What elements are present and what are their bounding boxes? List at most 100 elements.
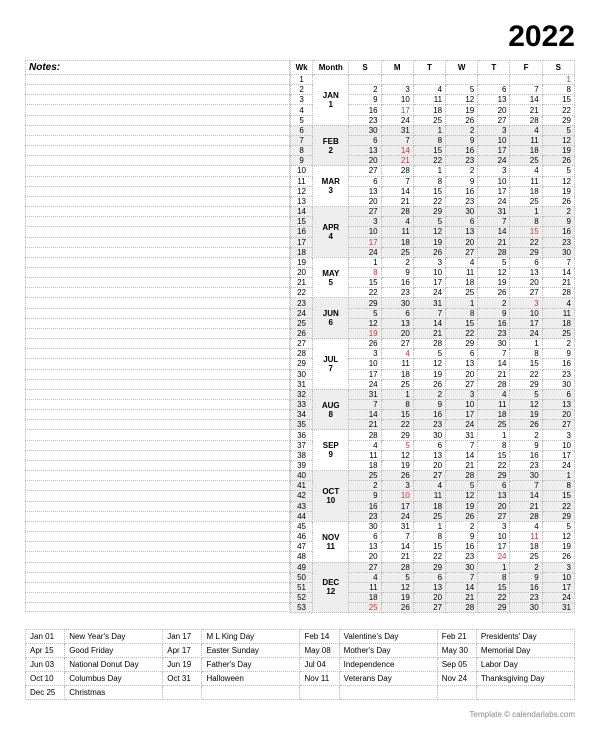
day-cell: 12 <box>381 450 413 460</box>
day-cell: 2 <box>413 389 445 399</box>
day-cell: 10 <box>478 176 510 186</box>
week-num: 39 <box>291 460 313 470</box>
day-cell: 17 <box>381 501 413 511</box>
day-cell: 22 <box>381 420 413 430</box>
week-num: 25 <box>291 318 313 328</box>
day-cell: 5 <box>510 389 542 399</box>
day-cell: 6 <box>478 85 510 95</box>
day-cell: 17 <box>349 237 381 247</box>
day-cell: 4 <box>510 166 542 176</box>
day-cell: 16 <box>446 542 478 552</box>
day-cell: 15 <box>542 95 574 105</box>
day-cell: 19 <box>542 146 574 156</box>
day-cell: 26 <box>413 247 445 257</box>
holiday-date: Nov 11 <box>300 672 339 686</box>
day-cell: 29 <box>381 430 413 440</box>
day-cell: 29 <box>542 511 574 521</box>
notes-line <box>25 592 290 602</box>
day-cell: 1 <box>413 521 445 531</box>
day-cell: 22 <box>413 552 445 562</box>
day-cell: 13 <box>446 359 478 369</box>
day-cell: 22 <box>478 460 510 470</box>
day-cell: 31 <box>349 389 381 399</box>
day-cell: 23 <box>413 420 445 430</box>
week-num: 5 <box>291 115 313 125</box>
day-cell: 24 <box>349 247 381 257</box>
day-cell: 17 <box>478 542 510 552</box>
notes-line <box>25 277 290 287</box>
day-cell: 27 <box>542 420 574 430</box>
notes-line <box>25 521 290 531</box>
holiday-date: Jun 19 <box>163 658 202 672</box>
day-cell: 5 <box>446 85 478 95</box>
day-cell: 12 <box>478 267 510 277</box>
day-cell: 21 <box>478 369 510 379</box>
day-cell: 30 <box>542 247 574 257</box>
month-label: JAN1 <box>313 75 349 126</box>
day-cell: 23 <box>446 552 478 562</box>
day-cell: 11 <box>349 582 381 592</box>
day-cell: 25 <box>542 328 574 338</box>
week-num: 49 <box>291 562 313 572</box>
day-cell: 18 <box>478 410 510 420</box>
day-cell <box>446 75 478 85</box>
day-cell: 18 <box>381 369 413 379</box>
notes-line <box>25 196 290 206</box>
notes-line <box>25 389 290 399</box>
week-num: 13 <box>291 196 313 206</box>
day-cell: 8 <box>510 217 542 227</box>
day-cell: 28 <box>381 562 413 572</box>
notes-line <box>25 145 290 155</box>
holiday-label: Mother's Day <box>339 644 437 658</box>
week-num: 53 <box>291 603 313 613</box>
day-cell: 4 <box>349 572 381 582</box>
notes-line <box>25 125 290 135</box>
day-cell: 3 <box>446 389 478 399</box>
day-cell: 2 <box>446 521 478 531</box>
day-cell: 8 <box>542 85 574 95</box>
day-cell: 3 <box>349 349 381 359</box>
day-cell: 13 <box>349 186 381 196</box>
day-cell: 1 <box>381 389 413 399</box>
notes-line <box>25 582 290 592</box>
holiday-date <box>437 686 476 700</box>
day-cell: 25 <box>349 471 381 481</box>
day-cell: 29 <box>478 471 510 481</box>
week-num: 22 <box>291 288 313 298</box>
holiday-label: Memorial Day <box>476 644 574 658</box>
day-cell: 20 <box>349 196 381 206</box>
notes-line <box>25 186 290 196</box>
week-num: 19 <box>291 257 313 267</box>
day-cell: 15 <box>446 318 478 328</box>
day-cell: 15 <box>510 227 542 237</box>
day-cell: 21 <box>478 237 510 247</box>
week-num: 14 <box>291 207 313 217</box>
day-cell: 12 <box>542 532 574 542</box>
main-layout: Notes: WkMonthSMTWTFS 1JAN11223456783910… <box>25 60 575 613</box>
month-label: JUL7 <box>313 339 349 390</box>
notes-line <box>25 94 290 104</box>
day-cell: 28 <box>413 339 445 349</box>
day-cell: 12 <box>413 227 445 237</box>
day-cell: 19 <box>413 237 445 247</box>
day-cell: 20 <box>349 552 381 562</box>
week-num: 6 <box>291 125 313 135</box>
holidays-table: Jan 01New Year's DayJan 17M L King DayFe… <box>25 629 575 700</box>
day-cell: 30 <box>413 430 445 440</box>
day-cell: 8 <box>478 572 510 582</box>
day-cell: 5 <box>413 217 445 227</box>
day-cell: 10 <box>349 359 381 369</box>
day-cell: 2 <box>349 85 381 95</box>
day-cell: 21 <box>413 328 445 338</box>
day-cell: 9 <box>446 135 478 145</box>
day-cell: 20 <box>446 237 478 247</box>
day-cell: 6 <box>413 572 445 582</box>
day-cell: 28 <box>381 166 413 176</box>
day-cell: 16 <box>349 105 381 115</box>
day-cell: 23 <box>510 460 542 470</box>
day-cell: 3 <box>413 257 445 267</box>
day-cell: 30 <box>542 379 574 389</box>
week-num: 32 <box>291 389 313 399</box>
day-cell: 9 <box>542 349 574 359</box>
day-cell <box>413 75 445 85</box>
